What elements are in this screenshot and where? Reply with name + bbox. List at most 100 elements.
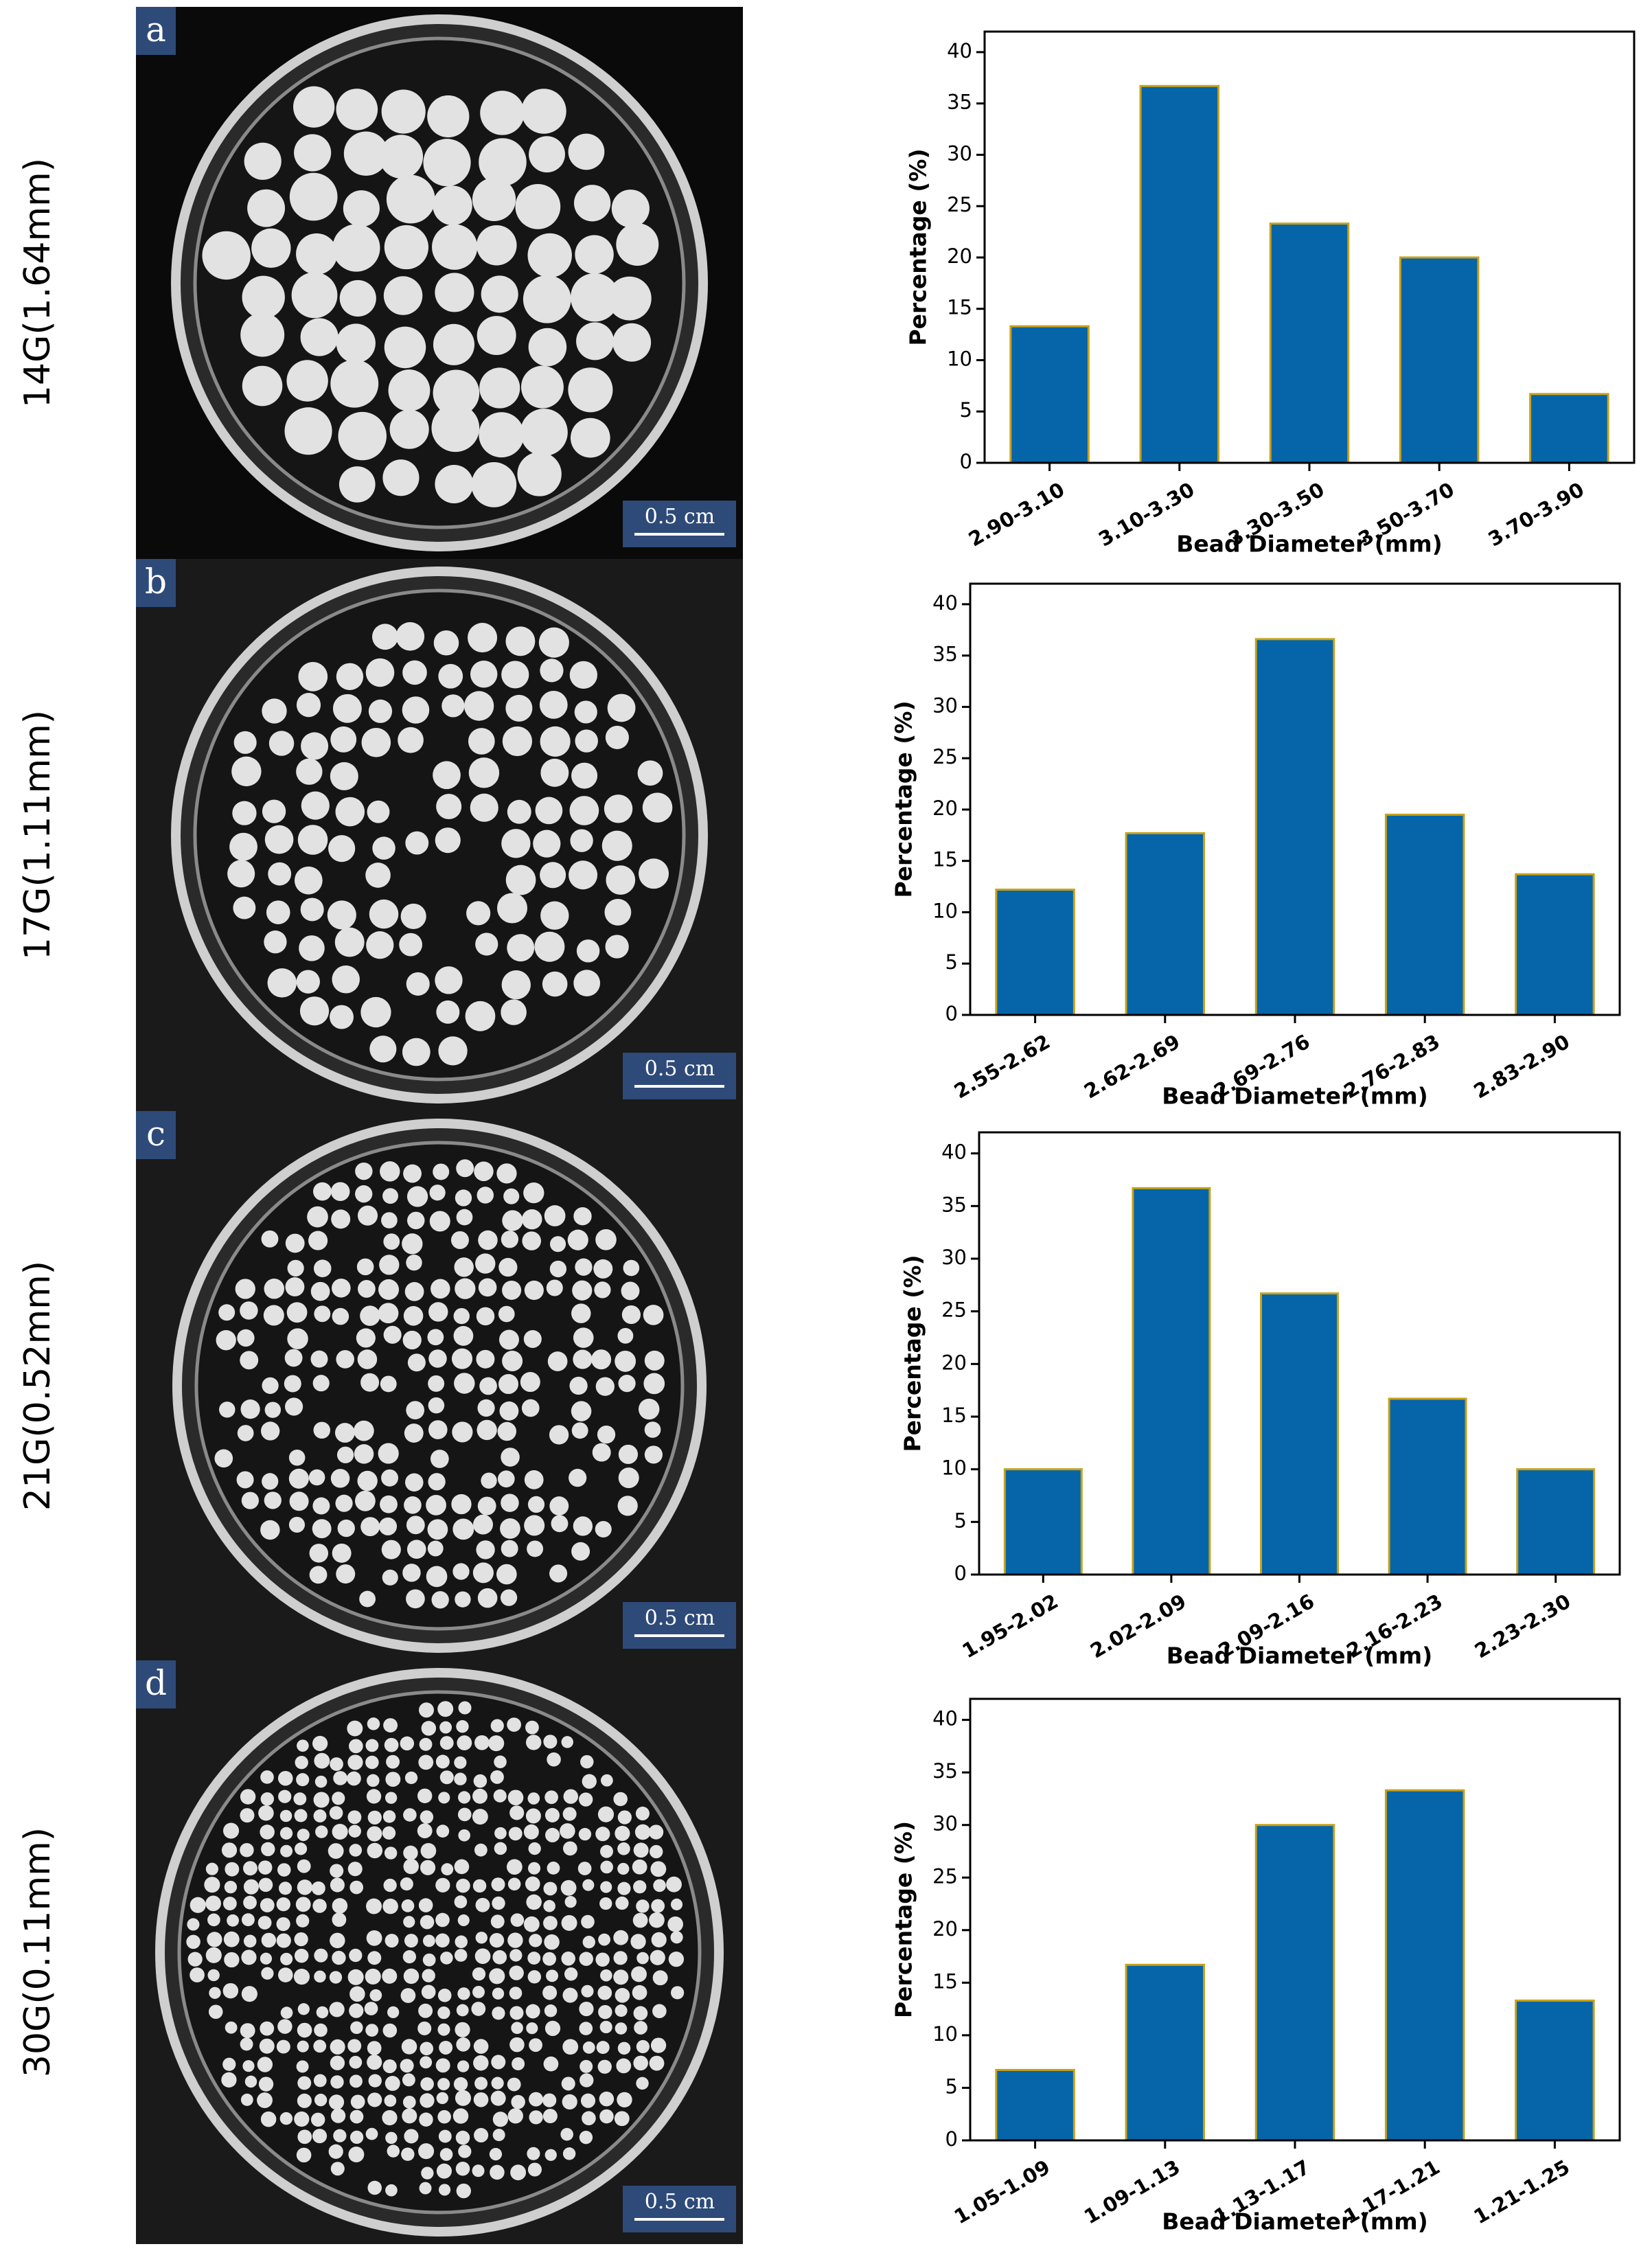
bead (523, 1182, 544, 1204)
bead (600, 1969, 612, 1982)
bead (615, 1988, 630, 2003)
bead (417, 2021, 432, 2035)
bead (330, 1877, 345, 1892)
bead (618, 1467, 639, 1489)
bead (471, 462, 517, 507)
panel-letter-box (136, 1660, 176, 1708)
bead (544, 2149, 557, 2161)
bead (368, 699, 393, 723)
bead (240, 1842, 254, 1857)
bead (633, 1842, 649, 1858)
bead (472, 2164, 485, 2177)
bead (612, 323, 652, 362)
bead (524, 1470, 544, 1489)
bead (280, 1844, 293, 1857)
y-tick-label: 5 (954, 1509, 967, 1532)
bead (456, 1209, 473, 1226)
bead (472, 1967, 486, 1981)
bead (494, 1827, 507, 1840)
bead (600, 1844, 613, 1858)
bead (251, 228, 291, 268)
bead (229, 832, 257, 861)
bead (652, 1970, 668, 1986)
bead (207, 1913, 220, 1927)
bead (600, 1860, 613, 1874)
bead (579, 2131, 593, 2145)
bead (389, 409, 429, 449)
bead (400, 1988, 416, 2003)
bead (527, 1862, 541, 1875)
bead (435, 273, 474, 312)
bead (435, 966, 463, 994)
bead (549, 1564, 568, 1583)
bead (567, 1229, 588, 1250)
bead (349, 1948, 363, 1963)
bead (349, 1880, 364, 1895)
y-tick-label: 40 (941, 1141, 967, 1164)
bead (650, 1844, 663, 1859)
bead (581, 1914, 595, 1929)
bead (439, 1770, 454, 1785)
bead (561, 1914, 577, 1931)
bead (421, 1721, 437, 1736)
bead (433, 323, 475, 365)
bead (297, 2129, 312, 2145)
bead (562, 1807, 577, 1821)
bead (378, 1443, 399, 1464)
bead (310, 1281, 330, 1301)
bead (385, 2076, 400, 2091)
bead (579, 1952, 593, 1966)
bead (535, 797, 563, 825)
bead (227, 1914, 239, 1927)
scale-bar-box (623, 1602, 736, 1649)
bead (401, 2147, 415, 2161)
bead (330, 726, 357, 753)
bead (332, 1307, 349, 1325)
bead (643, 1305, 664, 1325)
bead (367, 1774, 380, 1787)
bead (528, 1842, 541, 1855)
bar (1260, 1292, 1339, 1576)
bead (315, 1825, 328, 1838)
bead (635, 1806, 650, 1820)
bead (501, 999, 527, 1025)
bead (432, 224, 478, 270)
bead (600, 1881, 612, 1893)
bead (534, 931, 565, 962)
bead (599, 2020, 612, 2034)
y-tick-label: 5 (945, 2074, 958, 2098)
bead (613, 1792, 628, 1807)
bead (621, 1281, 640, 1301)
bead (224, 1952, 240, 1968)
bead (505, 694, 533, 722)
bead (384, 225, 429, 270)
bead (542, 2093, 557, 2107)
y-tick-label: 40 (947, 39, 972, 62)
bead (438, 2129, 452, 2143)
bead (347, 1969, 364, 1985)
bead (296, 970, 320, 994)
bead (334, 927, 365, 957)
bead (668, 1951, 685, 1967)
bead (617, 1327, 634, 1344)
bar (1254, 1824, 1335, 2142)
y-tick-label: 0 (945, 1002, 958, 1025)
bead (297, 1739, 309, 1752)
bead (332, 1912, 347, 1928)
bead (439, 1736, 454, 1750)
bead (365, 1968, 381, 1985)
bead (285, 1277, 305, 1296)
bead (599, 2109, 614, 2124)
bead (615, 1350, 636, 1372)
bead (477, 1419, 497, 1441)
y-tick-label: 35 (941, 1193, 967, 1216)
bead (279, 1827, 293, 1840)
bead (407, 1353, 426, 1372)
bead (616, 2058, 632, 2074)
bead (455, 2130, 470, 2145)
bead (527, 2162, 542, 2177)
bead (237, 1425, 254, 1441)
bead (477, 1187, 494, 1204)
bead (284, 1397, 303, 1416)
bead (237, 1329, 255, 1347)
